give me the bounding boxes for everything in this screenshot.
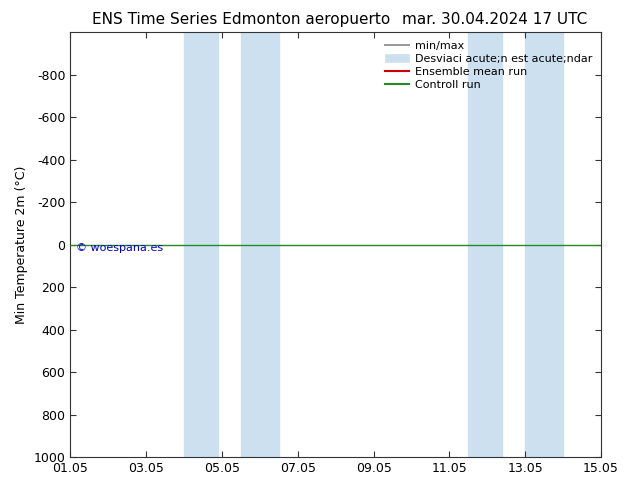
Bar: [525, 32, 563, 457]
Bar: [184, 32, 218, 457]
Bar: [469, 32, 503, 457]
Text: mar. 30.04.2024 17 UTC: mar. 30.04.2024 17 UTC: [402, 12, 587, 27]
Bar: [241, 32, 279, 457]
Y-axis label: Min Temperature 2m (°C): Min Temperature 2m (°C): [15, 166, 28, 324]
Text: ENS Time Series Edmonton aeropuerto: ENS Time Series Edmonton aeropuerto: [92, 12, 390, 27]
Text: © woespana.es: © woespana.es: [75, 243, 163, 252]
Legend: min/max, Desviaci acute;n est acute;ndar, Ensemble mean run, Controll run: min/max, Desviaci acute;n est acute;ndar…: [382, 38, 595, 93]
